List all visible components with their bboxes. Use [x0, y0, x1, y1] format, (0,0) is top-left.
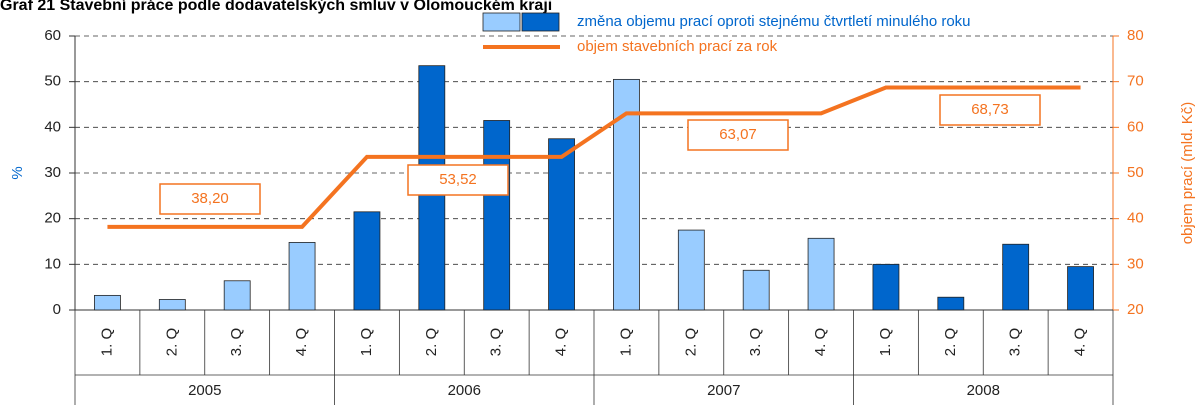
value-label: 53,52 — [439, 171, 477, 188]
group-label: 2008 — [967, 382, 1000, 399]
bar — [353, 211, 381, 311]
value-label: 38,20 — [191, 190, 229, 207]
x-tick-label: 3. Q — [747, 328, 764, 356]
x-tick-label: 2. Q — [682, 328, 699, 356]
y2-tick-label: 80 — [1127, 27, 1144, 44]
y2-tick-label: 40 — [1127, 210, 1144, 227]
x-tick-label: 4. Q — [812, 328, 829, 356]
y2-tick-label: 30 — [1127, 255, 1144, 272]
value-label: 68,73 — [971, 101, 1009, 118]
chart-title: Graf 21 Stavební práce podle dodavatelsk… — [0, 0, 552, 14]
y-tick-label: 40 — [44, 118, 61, 135]
bar — [483, 120, 511, 311]
x-tick-label: 1. Q — [98, 328, 115, 356]
bar — [1067, 266, 1094, 311]
x-tick-label: 4. Q — [293, 328, 310, 356]
y-tick-label: 0 — [53, 301, 61, 318]
value-label-box — [407, 164, 509, 196]
x-tick-label: 4. Q — [1072, 328, 1089, 356]
y-tick-label: 50 — [44, 73, 61, 90]
y-tick-label: 30 — [44, 164, 61, 181]
value-label-box — [159, 183, 261, 215]
bar — [742, 269, 770, 311]
legend-swatch — [482, 12, 521, 32]
bar — [158, 299, 186, 311]
x-tick-label: 2. Q — [423, 328, 440, 356]
legend-label: objem stavebních prací za rok — [577, 38, 778, 55]
y2-tick-label: 50 — [1127, 164, 1144, 181]
value-label: 63,07 — [719, 126, 757, 143]
x-tick-label: 1. Q — [877, 328, 894, 356]
line — [107, 85, 1081, 229]
y-axis-label: % — [9, 166, 26, 179]
y-tick-label: 10 — [44, 255, 61, 272]
x-tick-label: 4. Q — [553, 328, 570, 356]
bar — [1002, 243, 1030, 311]
legend-swatch — [521, 12, 560, 32]
y-tick-label: 20 — [44, 210, 61, 227]
group-label: 2006 — [448, 382, 481, 399]
value-label-box — [939, 94, 1041, 126]
bar — [872, 263, 900, 311]
y2-axis-label: objem prací (mld. Kč) — [1179, 102, 1196, 245]
group-label: 2005 — [188, 382, 221, 399]
group-label: 2007 — [707, 382, 740, 399]
x-tick-label: 2. Q — [163, 328, 180, 356]
y2-tick-label: 70 — [1127, 73, 1144, 90]
y2-tick-label: 60 — [1127, 118, 1144, 135]
x-tick-label: 2. Q — [942, 328, 959, 356]
bar — [937, 296, 965, 311]
bar — [94, 294, 121, 311]
y2-tick-label: 20 — [1127, 301, 1144, 318]
x-tick-label: 1. Q — [617, 328, 634, 356]
y-tick-label: 60 — [44, 27, 61, 44]
x-tick-label: 3. Q — [1007, 328, 1024, 356]
bar — [288, 242, 316, 311]
bar — [807, 237, 835, 311]
x-tick-label: 3. Q — [488, 328, 505, 356]
x-tick-label: 3. Q — [228, 328, 245, 356]
legend-label: změna objemu prací oproti stejnému čtvrt… — [577, 13, 971, 30]
value-label-box — [687, 119, 789, 151]
bar — [677, 229, 705, 311]
bar — [223, 280, 251, 311]
bar — [548, 138, 575, 311]
x-tick-label: 1. Q — [358, 328, 375, 356]
